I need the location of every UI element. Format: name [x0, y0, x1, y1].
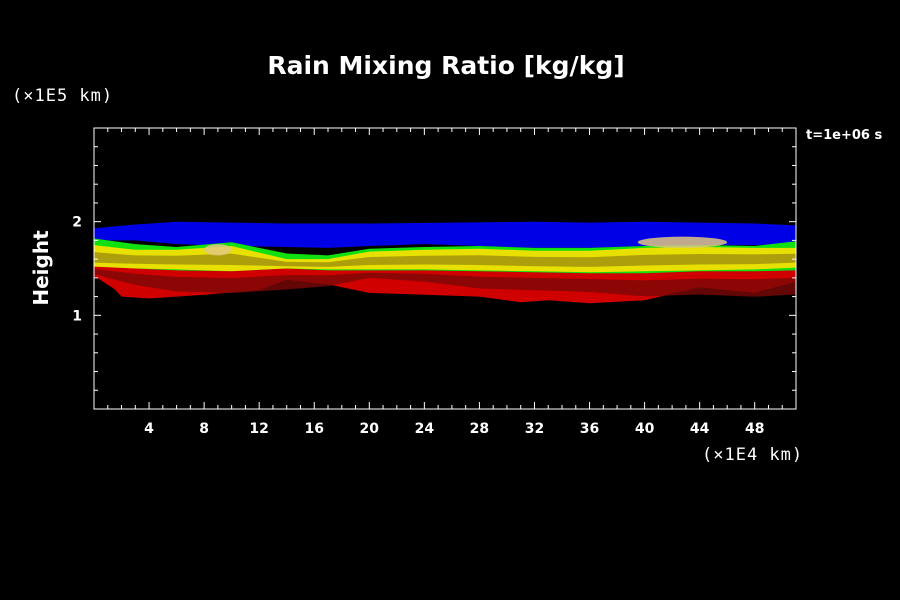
x-tick-label: 32: [525, 421, 544, 437]
plot-frame: [93, 127, 797, 410]
y-tick-label: 2: [72, 215, 82, 231]
rain-field: [94, 221, 796, 304]
y-axis-label: Height: [29, 230, 53, 306]
x-axis-ticks: 4 8 12 16 20 24 28 32 36 40 44 48: [107, 128, 783, 437]
chart-title: Rain Mixing Ratio [kg/kg]: [267, 51, 624, 80]
rain-core-dark-red: [94, 269, 796, 297]
x-axis-unit: (×1E4 km): [702, 445, 803, 465]
x-tick-label: 36: [580, 421, 599, 437]
x-tick-label: 12: [249, 421, 268, 437]
rain-layer-blue: [94, 221, 796, 248]
x-tick-label: 44: [690, 421, 710, 437]
x-tick-label: 40: [635, 421, 655, 437]
time-label: t=1e+06 s: [806, 128, 882, 143]
x-tick-label: 20: [360, 421, 380, 437]
y-tick-label: 1: [72, 308, 82, 324]
y-axis-unit: (×1E5 km): [12, 86, 113, 106]
x-tick-label: 16: [304, 421, 323, 437]
rain-peak-patch-1: [204, 244, 232, 256]
x-tick-label: 8: [199, 421, 209, 437]
x-tick-label: 24: [415, 421, 435, 437]
rain-peak-patch-2: [637, 236, 728, 248]
x-tick-label: 28: [470, 421, 489, 437]
x-tick-label: 4: [144, 421, 154, 437]
rain-core-olive: [94, 252, 796, 267]
x-tick-label: 48: [745, 421, 764, 437]
y-axis-ticks: 12: [72, 146, 796, 391]
